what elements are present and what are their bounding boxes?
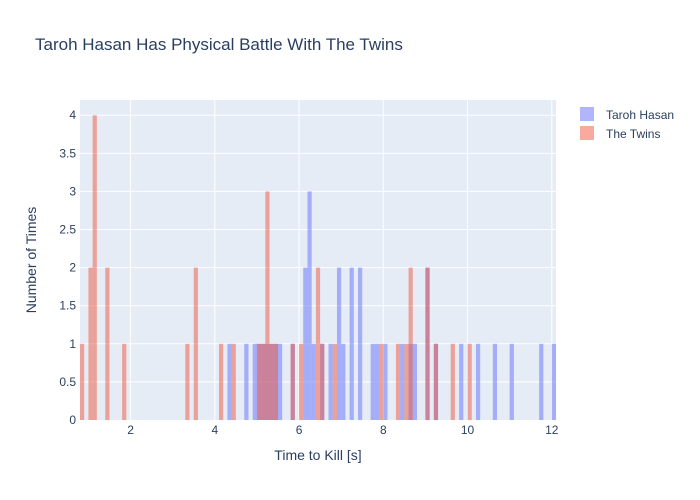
bar-the-twins[interactable] [269, 343, 274, 420]
bar-taroh-hasan[interactable] [311, 343, 316, 420]
bar-the-twins[interactable] [273, 343, 278, 420]
y-tick-label: 3 [69, 184, 76, 198]
legend-label-taroh-hasan: Taroh Hasan [606, 108, 674, 122]
bar-the-twins[interactable] [231, 343, 236, 420]
legend-item-taroh-hasan[interactable]: Taroh Hasan [580, 107, 674, 122]
bar-the-twins[interactable] [290, 343, 295, 420]
bar-the-twins[interactable] [105, 267, 110, 420]
x-tick-label: 12 [545, 423, 559, 437]
x-tick-label: 4 [211, 423, 218, 437]
bar-the-twins[interactable] [315, 267, 321, 420]
bar-taroh-hasan[interactable] [328, 343, 333, 420]
x-tick-labels: 2 4 6 8 10 12 [127, 423, 559, 437]
bar-taroh-hasan[interactable] [303, 267, 308, 420]
bar-the-twins[interactable] [433, 343, 439, 420]
bar-the-twins[interactable] [88, 267, 93, 420]
bar-taroh-hasan[interactable] [383, 343, 388, 420]
legend-label-the-twins: The Twins [606, 127, 660, 141]
y-tick-label: 1 [69, 337, 76, 351]
y-tick-label: 2 [69, 261, 76, 275]
x-tick-label: 2 [127, 423, 134, 437]
y-tick-label: 3.5 [59, 146, 76, 160]
bar-taroh-hasan[interactable] [370, 343, 375, 420]
bar-taroh-hasan[interactable] [412, 343, 417, 420]
legend-swatch-the-twins [580, 126, 594, 140]
bar-the-twins[interactable] [80, 343, 85, 420]
legend[interactable]: Taroh Hasan The Twins [580, 107, 674, 141]
y-tick-label: 2.5 [59, 223, 76, 237]
bar-taroh-hasan[interactable] [358, 267, 363, 420]
bar-the-twins[interactable] [185, 343, 190, 420]
bar-taroh-hasan[interactable] [374, 343, 380, 420]
bar-the-twins[interactable] [332, 343, 337, 420]
bar-taroh-hasan[interactable] [349, 267, 354, 420]
bar-the-twins[interactable] [261, 343, 266, 420]
bar-taroh-hasan[interactable] [277, 343, 283, 420]
bar-the-twins[interactable] [299, 343, 304, 420]
y-tick-label: 1.5 [59, 299, 76, 313]
bar-the-twins[interactable] [408, 267, 413, 420]
x-tick-label: 8 [380, 423, 387, 437]
y-tick-label: 0.5 [59, 375, 76, 389]
y-tick-labels: 0 0.5 1 1.5 2 2.5 3 3.5 4 [59, 108, 76, 427]
bar-the-twins[interactable] [404, 343, 409, 420]
bar-the-twins[interactable] [379, 343, 384, 420]
x-axis-title: Time to Kill [s] [274, 447, 361, 463]
bar-the-twins[interactable] [425, 267, 430, 420]
legend-item-the-twins[interactable]: The Twins [580, 126, 660, 141]
bar-taroh-hasan[interactable] [400, 343, 405, 420]
bar-the-twins[interactable] [256, 343, 262, 420]
bar-taroh-hasan[interactable] [459, 343, 464, 420]
x-tick-label: 10 [461, 423, 475, 437]
bar-taroh-hasan[interactable] [509, 343, 514, 420]
bar-taroh-hasan[interactable] [336, 267, 342, 420]
bar-taroh-hasan[interactable] [475, 343, 481, 420]
bar-the-twins[interactable] [193, 267, 198, 420]
bar-the-twins[interactable] [467, 343, 472, 420]
histogram-bars [80, 115, 556, 420]
bar-the-twins[interactable] [122, 343, 127, 420]
bar-the-twins[interactable] [395, 343, 401, 420]
bar-taroh-hasan[interactable] [539, 343, 544, 420]
bar-taroh-hasan[interactable] [307, 191, 312, 420]
bar-taroh-hasan[interactable] [492, 343, 498, 420]
bar-the-twins[interactable] [219, 343, 224, 420]
legend-swatch-taroh-hasan [580, 107, 594, 121]
bar-the-twins[interactable] [320, 343, 325, 420]
bar-taroh-hasan[interactable] [252, 343, 257, 420]
bar-the-twins[interactable] [450, 343, 455, 420]
chart-title: Taroh Hasan Has Physical Battle With The… [35, 35, 403, 54]
bar-taroh-hasan[interactable] [551, 343, 556, 420]
bar-taroh-hasan[interactable] [227, 343, 232, 420]
bar-the-twins[interactable] [92, 115, 97, 420]
y-tick-label: 0 [69, 413, 76, 427]
bar-taroh-hasan[interactable] [341, 343, 346, 420]
x-tick-label: 6 [296, 423, 303, 437]
y-tick-label: 4 [69, 108, 76, 122]
y-axis-title: Number of Times [23, 207, 39, 314]
bar-taroh-hasan[interactable] [244, 343, 249, 420]
bar-the-twins[interactable] [265, 191, 270, 420]
